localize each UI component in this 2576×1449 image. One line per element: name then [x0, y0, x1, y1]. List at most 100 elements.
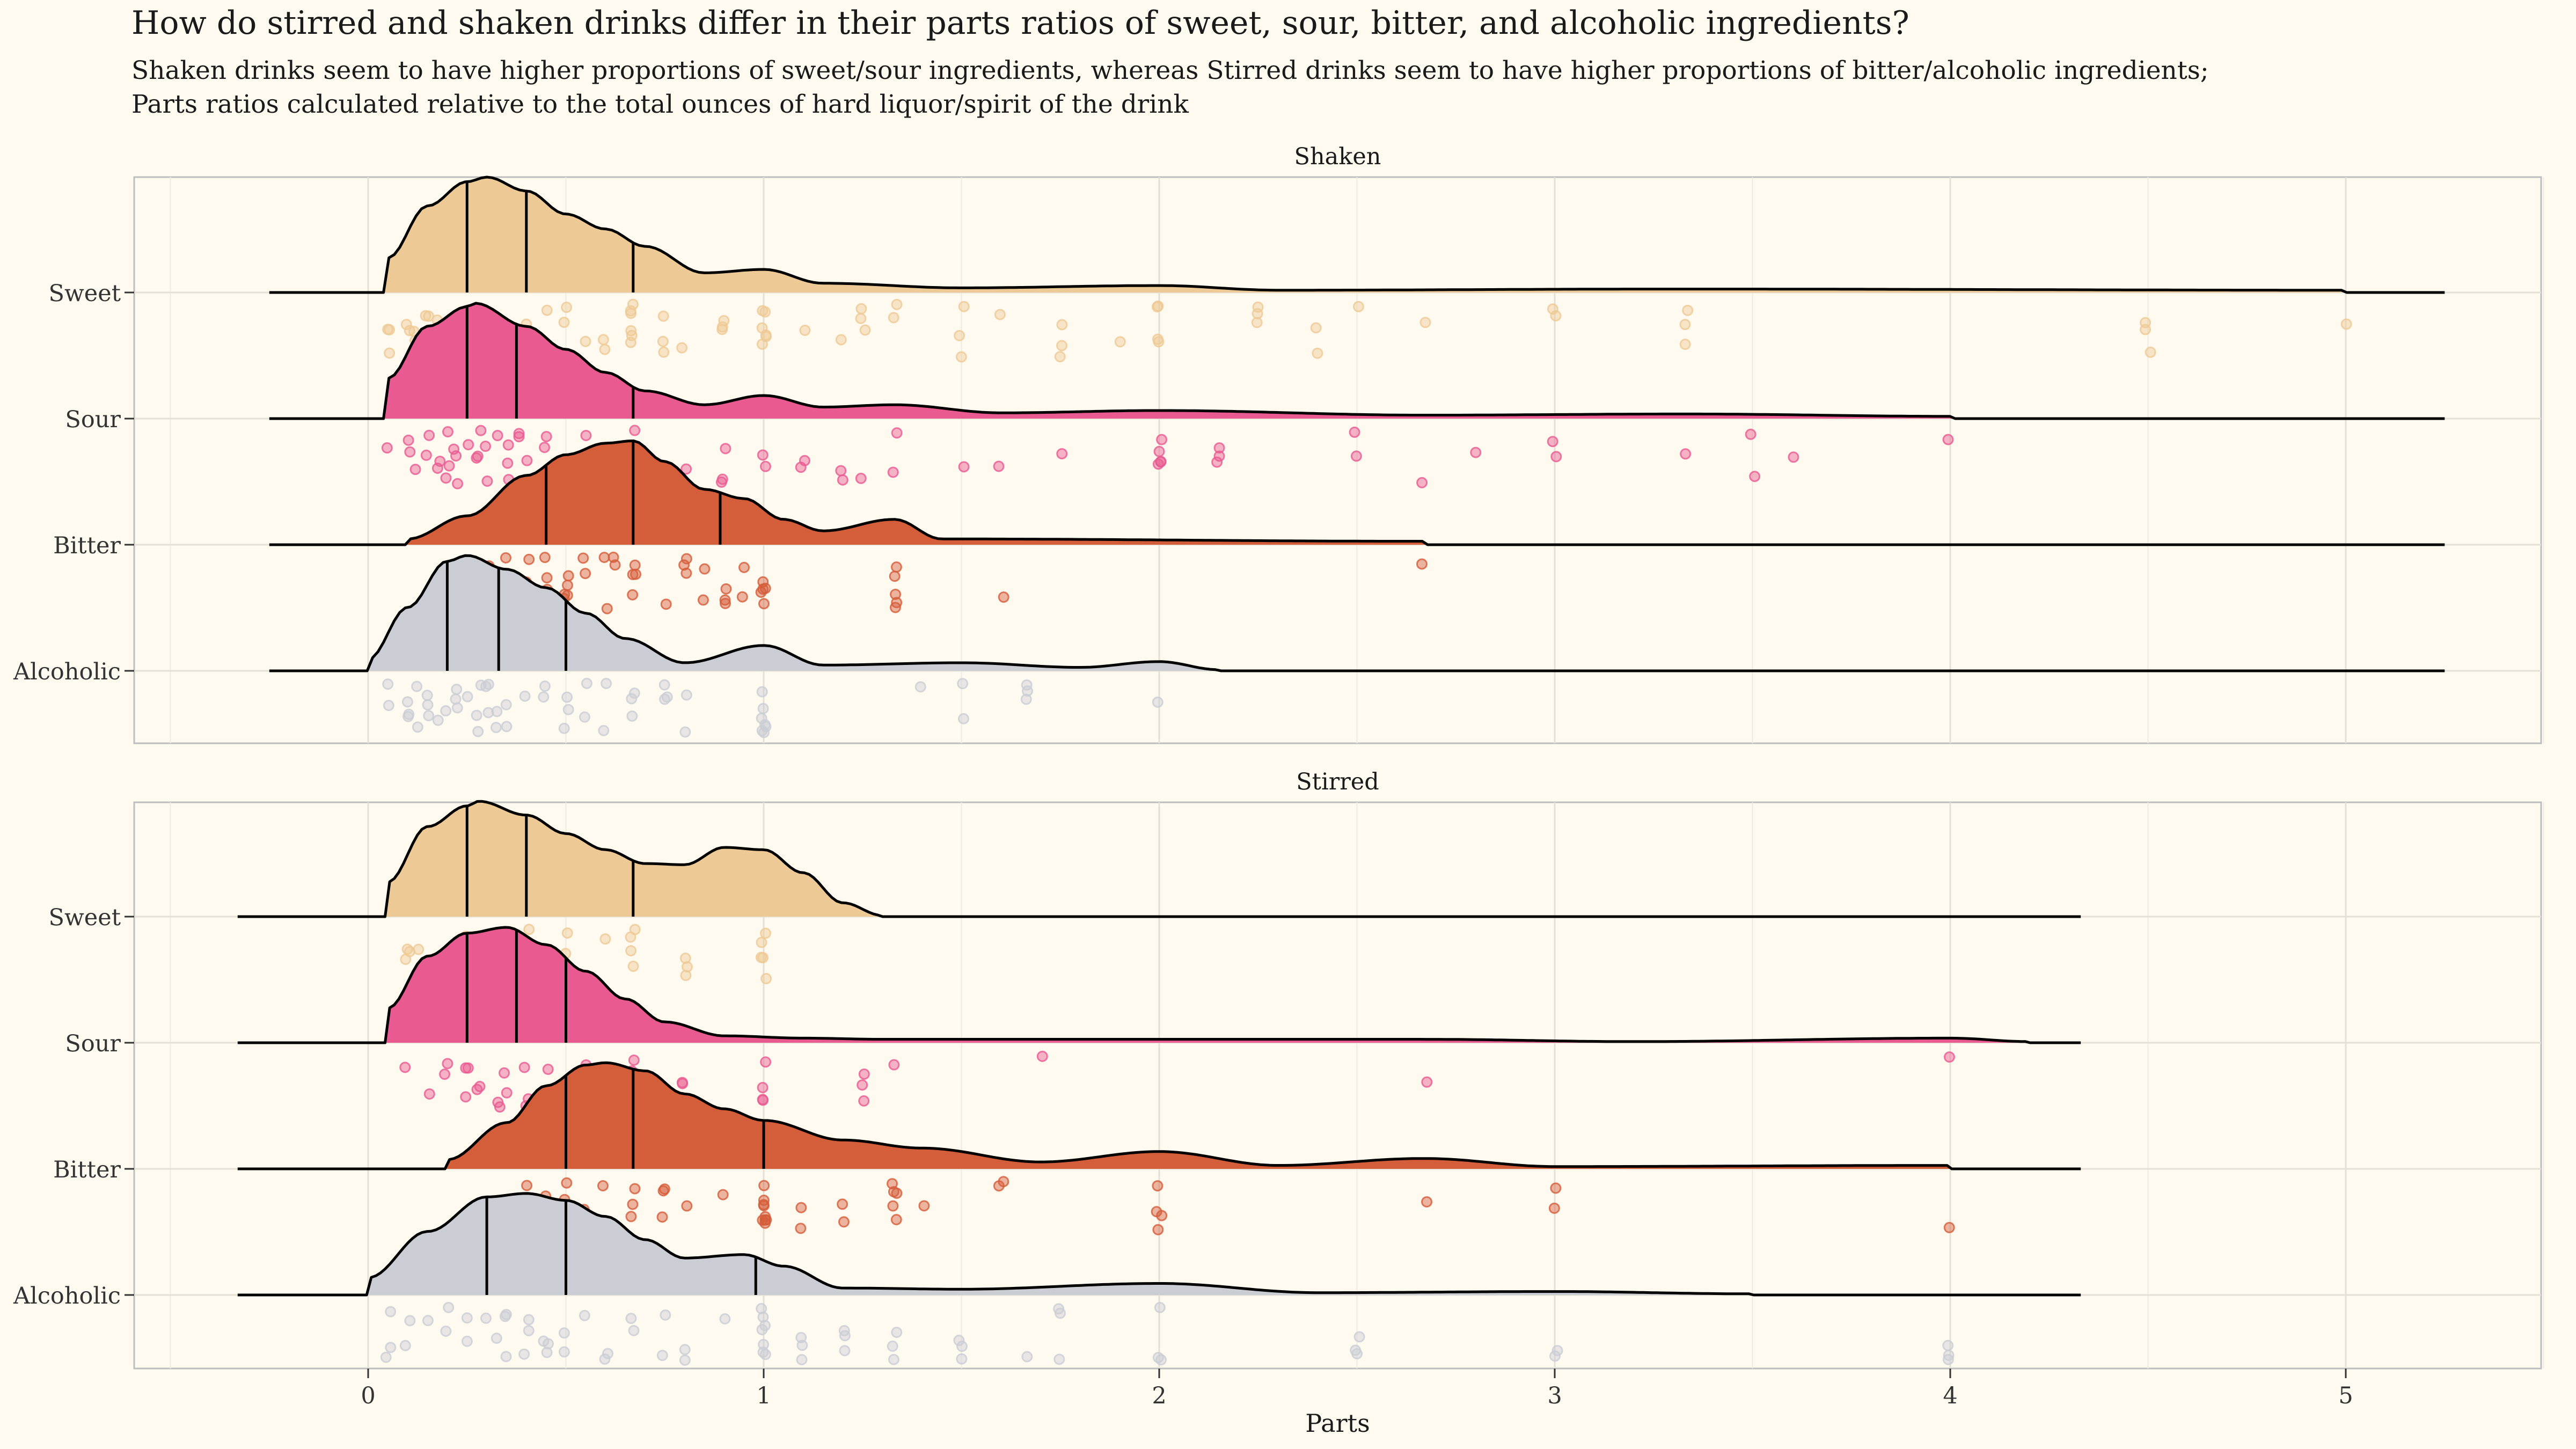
data-point	[835, 465, 847, 477]
data-point	[657, 1185, 669, 1197]
data-point	[2145, 346, 2156, 358]
data-point	[890, 561, 902, 573]
data-point	[719, 1313, 731, 1324]
data-point	[676, 1077, 688, 1088]
data-point	[658, 679, 670, 691]
data-point	[519, 690, 531, 702]
chart-title: How do stirred and shaken drinks differ …	[131, 4, 1909, 42]
data-point	[956, 1353, 968, 1365]
density-outline	[237, 1192, 2081, 1297]
data-point	[440, 1325, 452, 1337]
y-tick-label: Alcoholic	[13, 1283, 121, 1309]
data-point	[626, 710, 638, 722]
data-point	[500, 1308, 512, 1320]
data-point	[608, 551, 619, 563]
data-point	[1054, 351, 1066, 363]
data-point	[461, 1312, 473, 1324]
data-point	[1021, 1351, 1033, 1363]
data-point	[602, 1348, 614, 1359]
density-outline	[237, 1061, 2081, 1170]
data-point	[561, 927, 573, 939]
data-point	[887, 1178, 898, 1190]
data-point	[755, 952, 767, 963]
data-point	[914, 681, 926, 693]
data-point	[628, 1054, 640, 1066]
data-point	[1154, 1301, 1166, 1313]
data-point	[442, 1058, 453, 1070]
data-point	[599, 933, 611, 945]
data-point	[629, 1183, 641, 1195]
data-point	[1055, 1307, 1066, 1319]
data-point	[597, 334, 609, 346]
data-point	[561, 1177, 573, 1189]
data-point	[481, 475, 493, 487]
data-point	[681, 961, 693, 973]
ridge-sweet	[269, 175, 2445, 363]
data-point	[523, 1324, 535, 1336]
data-point	[888, 1353, 899, 1365]
data-point	[400, 319, 412, 331]
data-point	[1056, 319, 1068, 331]
data-point	[402, 711, 414, 722]
data-point	[679, 726, 691, 738]
data-point	[2140, 317, 2151, 328]
data-point	[993, 460, 1005, 472]
data-point	[384, 347, 396, 359]
density-area	[237, 801, 2081, 917]
y-tick-label: Sweet	[49, 904, 121, 931]
data-point	[795, 1202, 807, 1213]
data-point	[1156, 1210, 1168, 1221]
data-point	[1251, 317, 1263, 328]
data-point	[538, 691, 550, 703]
data-point	[1056, 448, 1068, 459]
data-point	[799, 455, 810, 466]
x-axis-title: Parts	[1305, 1409, 1370, 1438]
data-point	[581, 677, 592, 689]
density-area	[269, 177, 2445, 292]
data-point	[998, 591, 1009, 603]
data-point	[676, 342, 688, 354]
data-point	[1155, 456, 1167, 468]
data-point	[758, 1195, 770, 1206]
data-point	[599, 1353, 611, 1365]
data-point	[580, 568, 591, 580]
data-point	[501, 721, 513, 733]
data-point	[855, 312, 867, 324]
data-point	[953, 1335, 965, 1346]
data-point	[502, 439, 514, 451]
y-tick-label: Sour	[65, 406, 121, 433]
density-area	[269, 441, 2445, 545]
data-point	[413, 943, 425, 955]
data-point	[580, 335, 591, 347]
x-axis: 0 1 2 3 4 5 Parts	[361, 1368, 2353, 1438]
data-point	[561, 691, 573, 703]
data-point	[680, 970, 692, 982]
data-point	[757, 449, 769, 461]
data-point	[385, 1342, 397, 1353]
data-point	[680, 463, 692, 475]
data-point	[1021, 685, 1033, 697]
data-point	[523, 1314, 535, 1326]
ridge-bitter	[269, 440, 2445, 614]
data-point	[757, 702, 769, 714]
data-point	[380, 1351, 392, 1363]
data-point	[629, 924, 641, 935]
data-point	[1053, 1353, 1065, 1365]
data-point	[539, 680, 551, 692]
data-point	[472, 726, 484, 737]
data-point	[420, 310, 431, 321]
data-point	[518, 1062, 530, 1073]
y-tick-label: Sour	[65, 1030, 121, 1057]
data-point	[450, 450, 462, 462]
data-point	[599, 343, 611, 355]
data-point	[491, 1333, 502, 1344]
data-point	[656, 1350, 668, 1362]
data-point	[1152, 1180, 1163, 1192]
data-point	[760, 1214, 772, 1226]
data-point	[680, 689, 692, 701]
data-point	[558, 1346, 570, 1358]
data-point	[490, 722, 502, 734]
data-point	[451, 683, 463, 695]
data-point	[659, 693, 671, 705]
data-point	[471, 1084, 483, 1095]
